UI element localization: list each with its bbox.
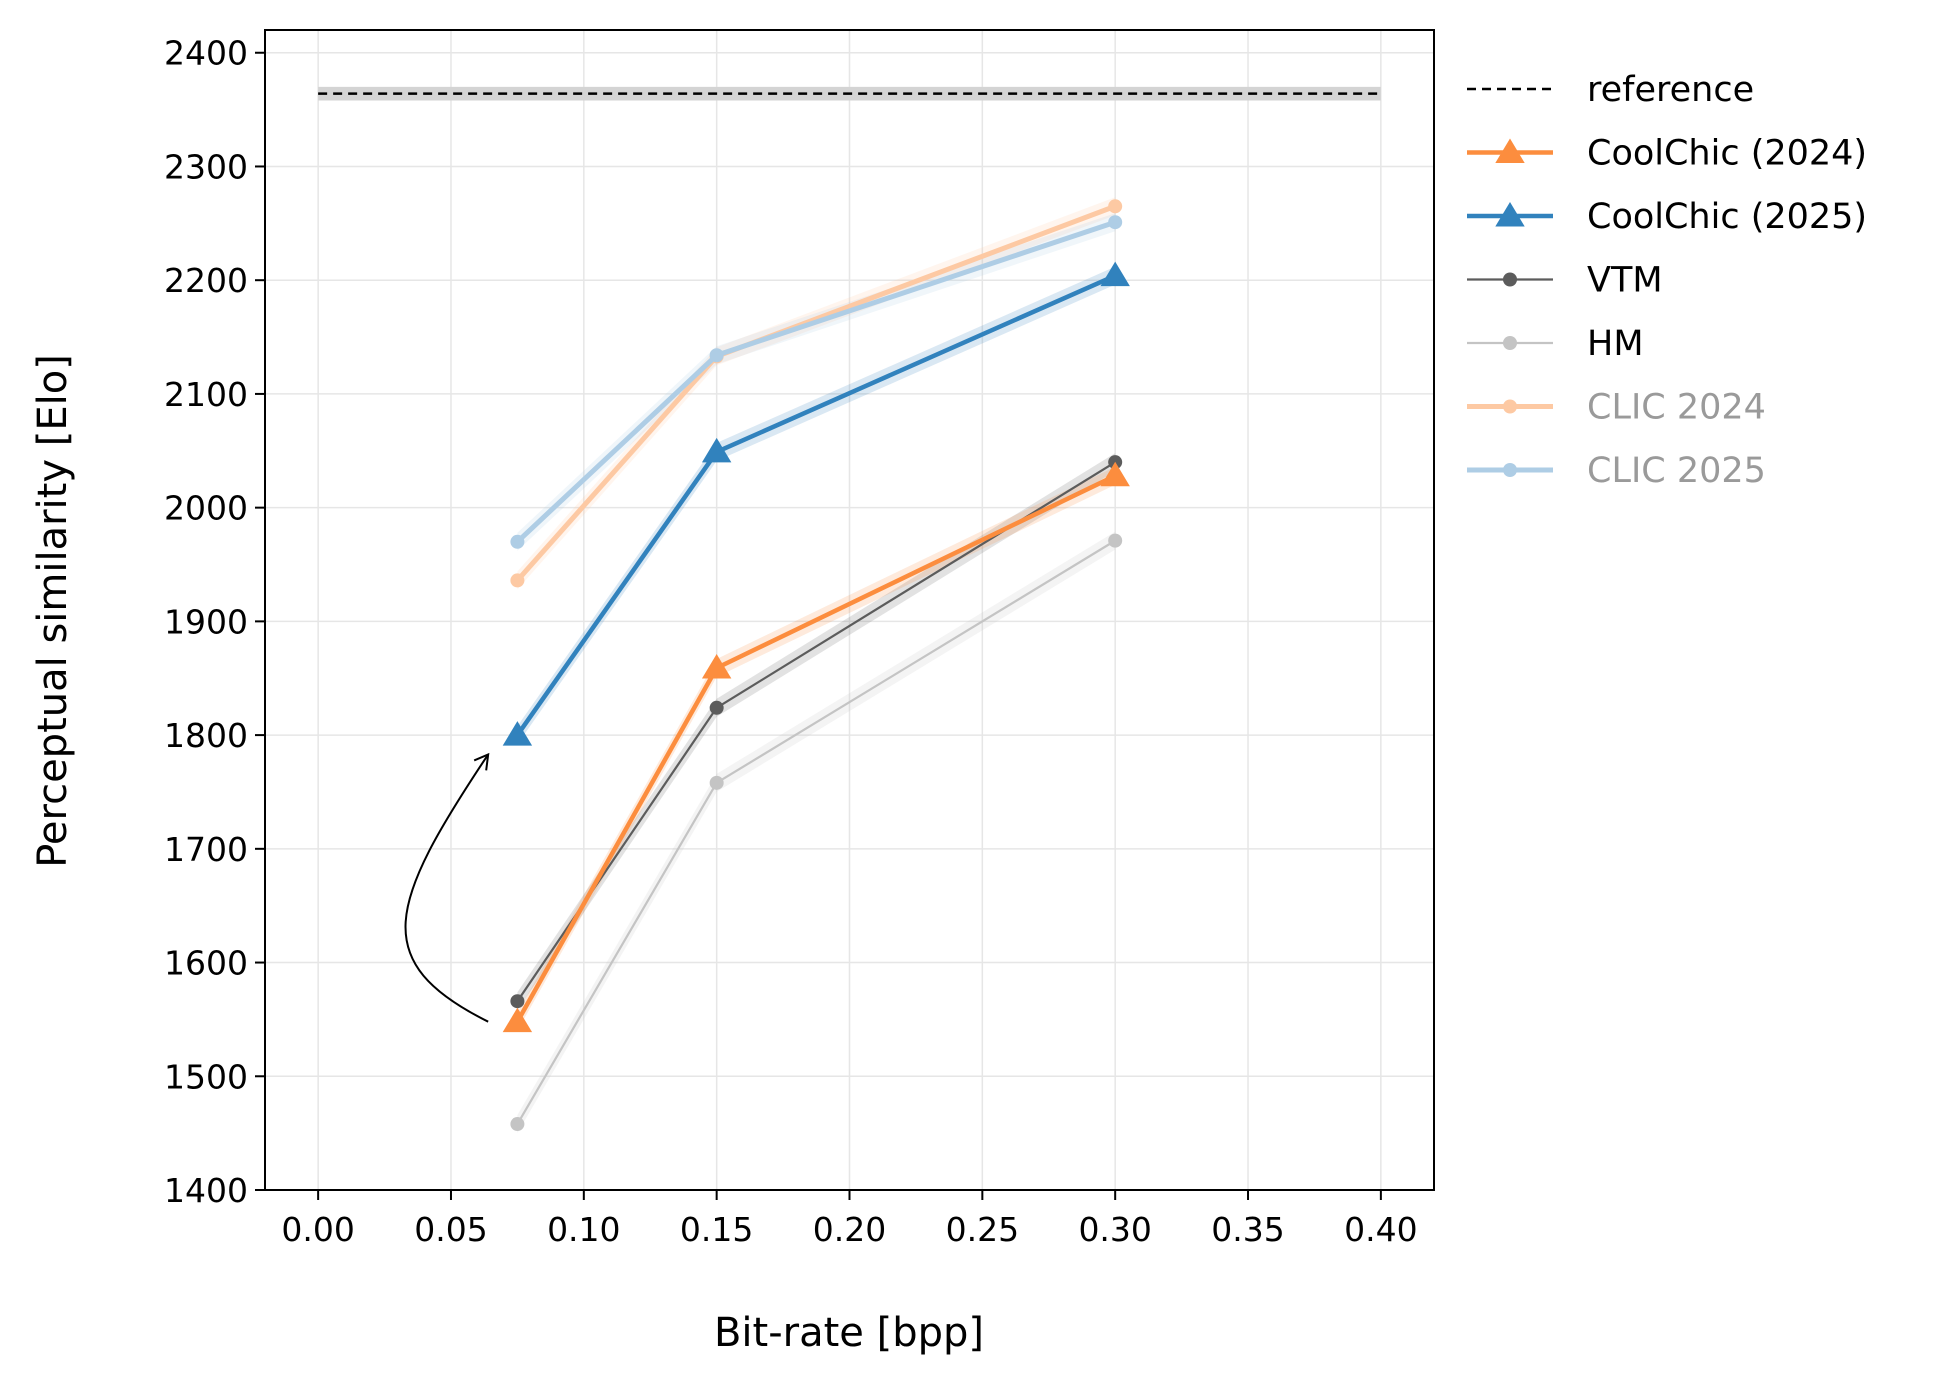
vtm-line: [516, 461, 1117, 1003]
y-tick-label: 1400: [164, 1171, 248, 1210]
vtm-point-1: [709, 700, 724, 715]
coolchic-2024-point-0: [502, 1007, 533, 1033]
legend-item-reference: reference: [1467, 70, 1754, 110]
legend-label: CoolChic (2025): [1587, 197, 1867, 237]
x-tick-label: 0.25: [946, 1210, 1019, 1249]
y-tick-label: 2400: [164, 34, 248, 73]
x-tick-label: 0.35: [1211, 1210, 1284, 1249]
hm-series: [510, 533, 1123, 1132]
y-tick-label: 1900: [164, 602, 248, 641]
legend-label: CLIC 2025: [1587, 451, 1766, 491]
clic-2024-point-0: [510, 573, 525, 588]
y-tick-label: 1800: [164, 716, 248, 755]
y-tick-label: 2200: [164, 261, 248, 300]
legend-label: reference: [1587, 70, 1754, 110]
legend-marker: [1503, 399, 1517, 414]
clic-2025-point-0: [510, 534, 525, 549]
legend-label: CLIC 2024: [1587, 388, 1766, 428]
coolchic-2024-line: [515, 473, 1118, 1024]
series-lines: [502, 199, 1130, 1132]
coolchic-2024-point-1: [701, 654, 732, 679]
vtm-series: [510, 455, 1123, 1009]
hm-point-2: [1108, 533, 1123, 548]
x-axis-label: Bit-rate [bpp]: [714, 1310, 984, 1356]
reference-line-group: [318, 86, 1381, 101]
legend: reference CoolChic (2024) CoolChic (2025) V…: [1467, 70, 1867, 491]
x-tick-label: 0.05: [414, 1210, 487, 1249]
legend-item-clic-2024: CLIC 2024: [1467, 388, 1766, 428]
legend-marker: [1503, 272, 1517, 287]
legend-marker: [1495, 202, 1525, 227]
legend-item-vtm: VTM: [1467, 261, 1663, 301]
coolchic-2025-point-1: [701, 437, 732, 463]
clic-2025-line: [514, 219, 1118, 545]
y-tick-label: 2100: [164, 375, 248, 414]
coolchic-2025-point-0: [502, 721, 533, 746]
coolchic-2025-point-2: [1100, 261, 1130, 287]
legend-item-clic-2025: CLIC 2025: [1467, 451, 1766, 491]
y-tick-label: 2300: [164, 147, 248, 186]
coolchic-2025-series: [502, 261, 1130, 746]
coolchic-2024-band: [517, 466, 1116, 1031]
y-axis-label: Perceptual similarity [Elo]: [30, 354, 76, 868]
x-tick-label: 0.15: [680, 1210, 753, 1249]
vtm-point-0: [510, 994, 525, 1009]
x-axis-ticks: 0.00 0.05 0.10 0.15 0.20 0.25 0.30 0.35 0.40: [281, 1190, 1418, 1249]
x-tick-label: 0.10: [547, 1210, 620, 1249]
legend-label: CoolChic (2024): [1587, 134, 1867, 174]
confidence-bands: [517, 197, 1116, 1134]
legend-label: HM: [1587, 324, 1644, 364]
legend-item-coolchic-2024: CoolChic (2024): [1467, 134, 1867, 174]
legend-marker: [1495, 138, 1525, 163]
clic-2024-point-2: [1108, 199, 1123, 214]
improvement-arrow: [404, 752, 490, 1023]
x-tick-label: 0.40: [1344, 1210, 1417, 1249]
hm-point-0: [510, 1117, 525, 1132]
legend-label: VTM: [1587, 261, 1663, 301]
clic-2025-point-2: [1108, 215, 1123, 230]
legend-marker: [1503, 463, 1517, 477]
coolchic-2024-point-2: [1100, 461, 1130, 487]
vtm-band: [517, 453, 1116, 1011]
coolchic-2025-band: [517, 266, 1116, 745]
y-tick-label: 1500: [164, 1057, 248, 1096]
legend-marker: [1503, 336, 1517, 350]
x-tick-label: 0.30: [1078, 1210, 1151, 1249]
improvement-arrow-curve: [404, 753, 490, 1023]
clic-2024-band: [517, 197, 1116, 590]
hm-point-1: [709, 775, 724, 790]
clic-2025-series: [510, 215, 1123, 549]
annotation-group: [404, 752, 490, 1023]
legend-item-hm: HM: [1467, 324, 1644, 364]
y-tick-label: 1600: [164, 944, 248, 983]
y-tick-label: 1700: [164, 830, 248, 869]
x-tick-label: 0.20: [813, 1210, 886, 1249]
x-tick-label: 0.00: [281, 1210, 354, 1249]
y-tick-label: 2000: [164, 489, 248, 528]
improvement-arrow-head: [473, 752, 490, 771]
legend-item-coolchic-2025: CoolChic (2025): [1467, 197, 1867, 237]
coolchic-2024-series: [502, 461, 1130, 1033]
clic-2025-band: [517, 213, 1116, 551]
clic-2025-point-1: [709, 348, 724, 363]
y-axis-ticks: 1400 1500 1600 1700 1800 1900 2000 2100 2200 2300…: [164, 34, 265, 1210]
coolchic-2025-line: [515, 273, 1118, 738]
